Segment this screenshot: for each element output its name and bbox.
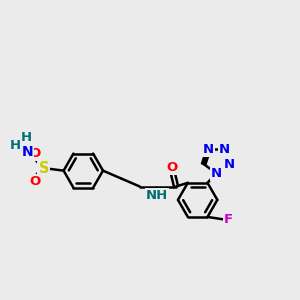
- Text: H: H: [10, 140, 21, 152]
- Text: O: O: [29, 147, 40, 160]
- Text: O: O: [167, 161, 178, 174]
- Text: N: N: [22, 145, 33, 159]
- Text: NH: NH: [146, 189, 168, 202]
- Text: N: N: [219, 143, 230, 156]
- Text: N: N: [224, 158, 235, 171]
- Text: N: N: [203, 143, 214, 156]
- Text: N: N: [211, 167, 222, 180]
- Text: O: O: [29, 175, 40, 188]
- Text: S: S: [39, 160, 49, 175]
- Text: F: F: [224, 213, 233, 226]
- Text: H: H: [21, 131, 32, 144]
